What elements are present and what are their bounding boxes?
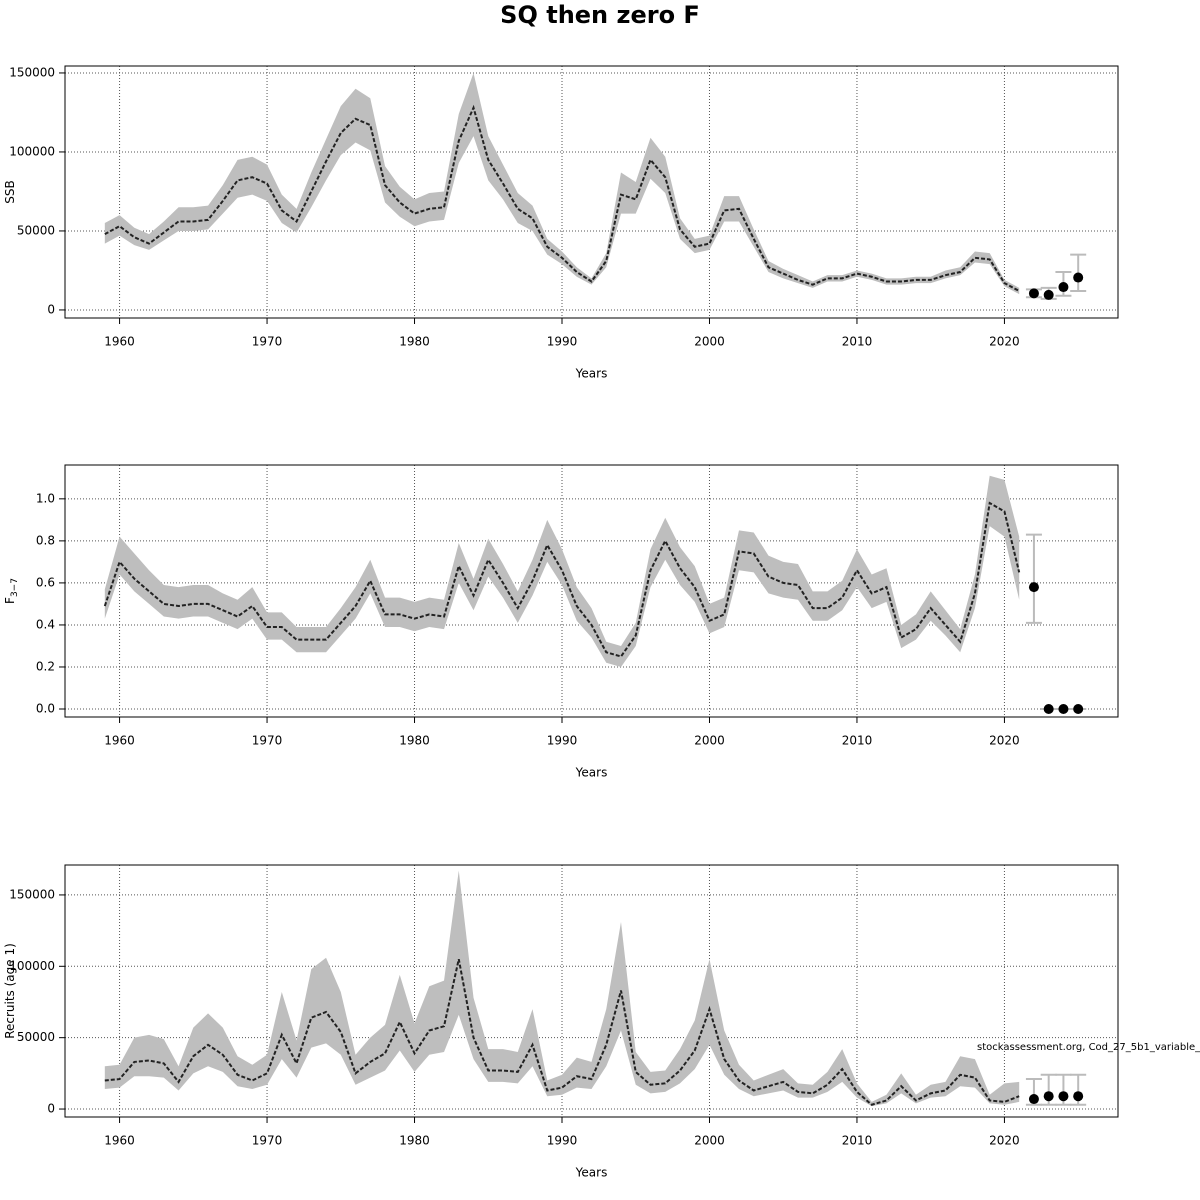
- y-tick-label: 50000: [17, 1030, 55, 1044]
- x-tick-label: 2020: [989, 1134, 1020, 1148]
- forecast-point: [1043, 704, 1054, 715]
- forecast-point: [1058, 1091, 1069, 1102]
- y-axis-label-sub: 3−7: [10, 578, 20, 597]
- forecast-point: [1028, 582, 1039, 593]
- y-tick-label: 0.4: [36, 617, 55, 631]
- forecast-point: [1073, 1091, 1084, 1102]
- y-tick-label: 100000: [9, 959, 55, 973]
- x-tick-label: 1990: [547, 335, 578, 349]
- plot-frame: [64, 464, 1119, 718]
- x-tick-label: 1960: [104, 335, 135, 349]
- y-tick-label: 0.6: [36, 575, 55, 589]
- forecast-point: [1058, 704, 1069, 715]
- x-tick-label: 1960: [104, 1134, 135, 1148]
- forecast-point: [1028, 1094, 1039, 1105]
- x-tick-label: 1970: [252, 734, 283, 748]
- panel: 1960 1970 1980 1990 2000 2010 2020 0 50000 100000…: [3, 864, 1119, 1180]
- x-tick-label: 1970: [252, 335, 283, 349]
- y-tick-label: 150000: [9, 887, 55, 901]
- y-axis-label: SSB: [3, 180, 17, 203]
- x-tick-label: 2000: [694, 734, 725, 748]
- y-tick-label: 50000: [17, 223, 55, 237]
- y-tick-label: 0: [47, 302, 55, 316]
- confidence-band: [104, 475, 1020, 667]
- y-tick-label: 0: [47, 1102, 55, 1116]
- forecast-point: [1073, 704, 1084, 715]
- x-tick-label: 1960: [104, 734, 135, 748]
- y-axis-label-main: Recruits (age 1): [3, 943, 17, 1039]
- forecast-point: [1028, 288, 1039, 299]
- x-axis-label: Years: [575, 367, 608, 381]
- chart-title: SQ then zero F: [500, 1, 700, 29]
- x-tick-label: 2000: [694, 1134, 725, 1148]
- annotation: stockassessment.org, Cod_27_5b1_variable…: [977, 1042, 1200, 1053]
- plot-frame: [64, 864, 1119, 1118]
- x-axis-label: Years: [575, 766, 608, 780]
- y-axis-label-main: SSB: [3, 180, 17, 203]
- forecast-point: [1043, 1091, 1054, 1102]
- x-tick-label: 2010: [842, 734, 873, 748]
- x-tick-label: 2010: [842, 1134, 873, 1148]
- plot-frame: [64, 65, 1119, 319]
- confidence-band: [104, 870, 1020, 1107]
- x-tick-label: 2010: [842, 335, 873, 349]
- y-tick-label: 1.0: [36, 491, 55, 505]
- line: [104, 104, 1020, 292]
- forecast-point: [1073, 272, 1084, 283]
- x-tick-label: 1980: [399, 1134, 430, 1148]
- x-tick-label: 1970: [252, 1134, 283, 1148]
- line: [104, 958, 1020, 1106]
- forecast-point: [1058, 282, 1069, 293]
- panel: 1960 1970 1980 1990 2000 2010 2020 0 50000 100000…: [3, 65, 1119, 381]
- y-tick-label: 150000: [9, 65, 55, 79]
- y-axis-label: Recruits (age 1): [3, 943, 17, 1039]
- y-tick-label: 100000: [9, 144, 55, 158]
- forecast-point: [1043, 289, 1054, 300]
- y-axis-label: F3−7: [3, 578, 20, 604]
- x-tick-label: 1980: [399, 734, 430, 748]
- x-tick-label: 2020: [989, 335, 1020, 349]
- x-tick-label: 1990: [547, 1134, 578, 1148]
- x-axis-label: Years: [575, 1166, 608, 1180]
- confidence-band: [104, 72, 1020, 295]
- x-tick-label: 2020: [989, 734, 1020, 748]
- y-tick-label: 0.0: [36, 702, 55, 716]
- y-tick-label: 0.8: [36, 533, 55, 547]
- y-axis-label-main: F: [3, 597, 17, 604]
- y-tick-label: 0.2: [36, 659, 55, 673]
- x-tick-label: 1990: [547, 734, 578, 748]
- x-tick-label: 1980: [399, 335, 430, 349]
- line: [103, 501, 1021, 658]
- panel: 1960 1970 1980 1990 2000 2010 2020 0.0 0.2 0.4 0.6…: [3, 464, 1119, 780]
- x-tick-label: 2000: [694, 335, 725, 349]
